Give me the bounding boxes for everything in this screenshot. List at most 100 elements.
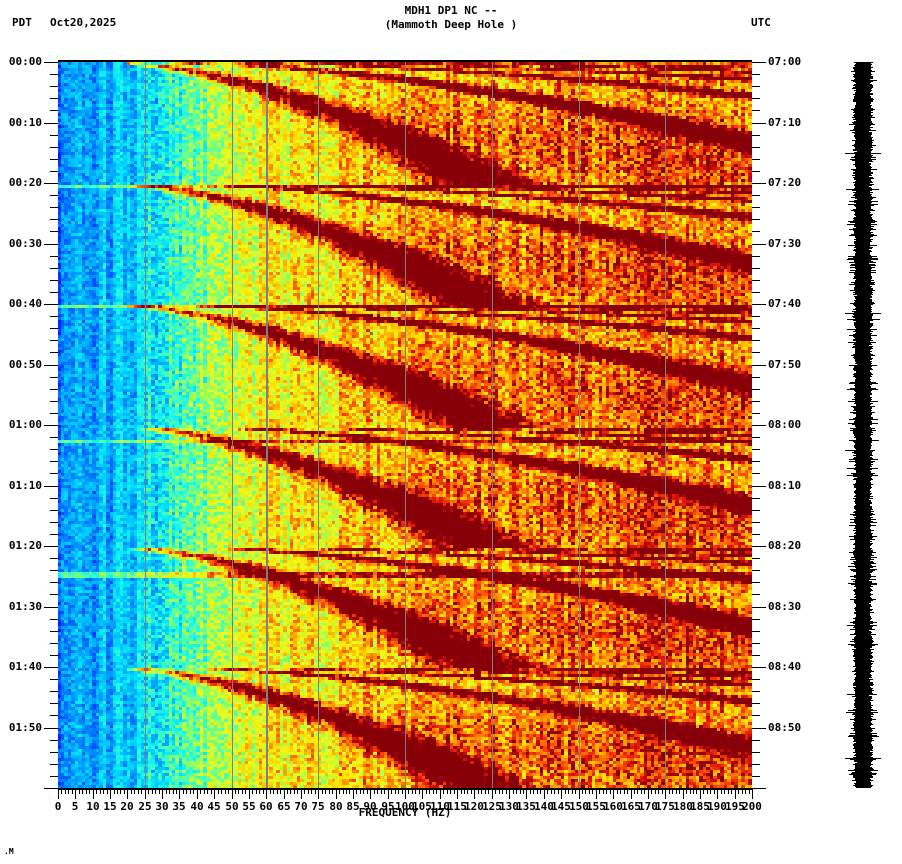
freq-tick-major — [422, 788, 423, 799]
freq-tick-major — [353, 788, 354, 799]
time-tick-minor-right — [752, 413, 760, 414]
freq-tick-minor — [141, 788, 142, 794]
freq-tick-minor — [138, 788, 139, 794]
freq-tick-minor — [329, 788, 330, 794]
freq-label: 115 — [447, 800, 467, 813]
timezone-label-right: UTC — [751, 16, 771, 29]
station-code-title: MDH1 DP1 NC -- — [404, 4, 498, 17]
freq-tick-minor — [714, 788, 715, 794]
amplitude-trace-canvas — [845, 62, 881, 788]
freq-tick-minor — [408, 788, 409, 794]
freq-label: 165 — [621, 800, 641, 813]
freq-tick-major — [596, 788, 597, 799]
time-tick-minor-left — [50, 510, 58, 511]
freq-tick-major — [318, 788, 319, 799]
freq-tick-minor — [391, 788, 392, 794]
freq-tick-minor — [655, 788, 656, 794]
frequency-axis-title: FREQUENCY (HZ) — [358, 806, 452, 819]
freq-tick-minor — [117, 788, 118, 794]
time-tick-minor-left — [50, 655, 58, 656]
freq-tick-minor — [304, 788, 305, 794]
freq-tick-minor — [651, 788, 652, 794]
freq-tick-minor — [100, 788, 101, 794]
freq-tick-minor — [412, 788, 413, 794]
freq-label: 20 — [120, 800, 134, 813]
time-tick-minor-right — [752, 437, 760, 438]
freq-tick-minor — [82, 788, 83, 794]
freq-label: 60 — [259, 800, 273, 813]
freq-label: 15 — [103, 800, 117, 813]
time-tick-minor-left — [50, 219, 58, 220]
freq-tick-major — [336, 788, 337, 799]
freq-tick-minor — [558, 788, 559, 794]
freq-label: 80 — [329, 800, 343, 813]
freq-tick-major — [127, 788, 128, 799]
freq-tick-minor — [107, 788, 108, 794]
time-label-pdt: 00:10 — [8, 116, 42, 129]
freq-tick-minor — [429, 788, 430, 794]
freq-tick-major — [509, 788, 510, 799]
time-tick-major-left — [44, 304, 58, 305]
freq-tick-minor — [96, 788, 97, 794]
time-label-utc: 07:10 — [768, 116, 802, 129]
freq-tick-minor — [454, 788, 455, 794]
time-axis-utc: 07:00 07:10 07:20 07:30 07:40 07:50 08:00 08:10… — [752, 55, 832, 789]
time-tick-minor-right — [752, 195, 760, 196]
freq-tick-minor — [277, 788, 278, 794]
freq-tick-minor — [592, 788, 593, 794]
time-tick-major-left — [44, 486, 58, 487]
freq-tick-minor — [589, 788, 590, 794]
freq-label: 45 — [207, 800, 221, 813]
freq-tick-minor — [634, 788, 635, 794]
freq-tick-minor — [415, 788, 416, 794]
freq-tick-minor — [325, 788, 326, 794]
freq-tick-minor — [273, 788, 274, 794]
time-tick-minor-right — [752, 231, 760, 232]
freq-tick-minor — [572, 788, 573, 794]
time-tick-minor-left — [50, 207, 58, 208]
freq-tick-minor — [297, 788, 298, 794]
freq-tick-major — [579, 788, 580, 799]
time-label-utc: 07:30 — [768, 237, 802, 250]
freq-tick-minor — [270, 788, 271, 794]
freq-tick-minor — [599, 788, 600, 794]
time-tick-minor-right — [752, 655, 760, 656]
freq-label: 130 — [499, 800, 519, 813]
time-tick-minor-right — [752, 292, 760, 293]
time-label-utc: 08:30 — [768, 600, 802, 613]
freq-tick-minor — [169, 788, 170, 794]
freq-tick-minor — [89, 788, 90, 794]
freq-tick-minor — [488, 788, 489, 794]
time-tick-major-right — [752, 62, 766, 63]
time-tick-minor-right — [752, 135, 760, 136]
freq-tick-minor — [731, 788, 732, 794]
freq-tick-minor — [662, 788, 663, 794]
freq-tick-major — [683, 788, 684, 799]
time-tick-minor-left — [50, 691, 58, 692]
time-tick-minor-right — [752, 268, 760, 269]
freq-tick-minor — [384, 788, 385, 794]
time-label-utc: 07:40 — [768, 297, 802, 310]
freq-tick-minor — [547, 788, 548, 794]
freq-tick-minor — [190, 788, 191, 794]
freq-tick-major — [197, 788, 198, 799]
freq-tick-minor — [641, 788, 642, 794]
freq-tick-minor — [506, 788, 507, 794]
time-label-pdt: 00:00 — [8, 55, 42, 68]
time-label-pdt: 00:50 — [8, 358, 42, 371]
time-tick-minor-right — [752, 558, 760, 559]
freq-label: 160 — [603, 800, 623, 813]
freq-tick-minor — [485, 788, 486, 794]
time-tick-minor-right — [752, 449, 760, 450]
freq-label: 200 — [742, 800, 762, 813]
freq-tick-minor — [624, 788, 625, 794]
freq-tick-minor — [721, 788, 722, 794]
time-tick-minor-right — [752, 171, 760, 172]
freq-tick-minor — [242, 788, 243, 794]
time-tick-minor-right — [752, 256, 760, 257]
freq-label: 100 — [395, 800, 415, 813]
freq-tick-minor — [710, 788, 711, 794]
freq-tick-minor — [575, 788, 576, 794]
freq-tick-minor — [374, 788, 375, 794]
freq-tick-major — [110, 788, 111, 799]
